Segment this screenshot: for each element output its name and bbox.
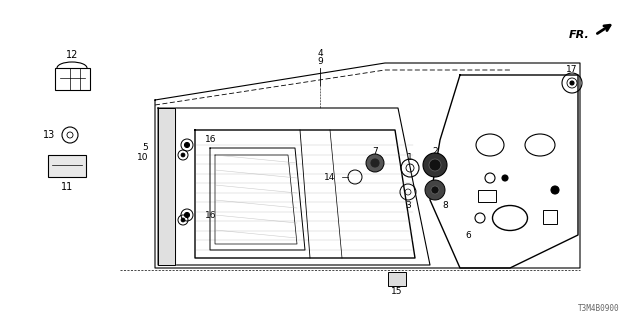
- Circle shape: [502, 175, 508, 181]
- Polygon shape: [158, 108, 175, 265]
- Circle shape: [431, 186, 439, 194]
- Circle shape: [181, 218, 185, 222]
- Text: 13: 13: [43, 130, 55, 140]
- Circle shape: [184, 142, 189, 148]
- Text: 5: 5: [142, 143, 148, 153]
- Circle shape: [551, 186, 559, 194]
- Circle shape: [366, 154, 384, 172]
- Text: T3M4B0900: T3M4B0900: [579, 304, 620, 313]
- Text: 12: 12: [66, 50, 78, 60]
- Circle shape: [181, 153, 185, 157]
- Circle shape: [184, 212, 189, 218]
- Circle shape: [429, 159, 441, 171]
- Circle shape: [371, 159, 379, 167]
- Text: 1: 1: [407, 153, 413, 162]
- FancyBboxPatch shape: [55, 68, 90, 90]
- FancyBboxPatch shape: [48, 155, 86, 177]
- Text: 9: 9: [317, 58, 323, 67]
- Circle shape: [425, 180, 445, 200]
- Text: 17: 17: [566, 66, 578, 75]
- Text: 14: 14: [324, 172, 335, 181]
- Text: 15: 15: [391, 287, 403, 297]
- Text: 7: 7: [372, 148, 378, 156]
- Text: 2: 2: [432, 148, 438, 156]
- Text: 8: 8: [442, 201, 448, 210]
- Circle shape: [423, 153, 447, 177]
- FancyBboxPatch shape: [388, 272, 406, 286]
- Text: 3: 3: [405, 201, 411, 210]
- Text: 4: 4: [317, 49, 323, 58]
- Text: FR.: FR.: [569, 30, 590, 40]
- Circle shape: [570, 81, 574, 85]
- Text: 16: 16: [205, 211, 216, 220]
- Text: 16: 16: [205, 135, 216, 145]
- Text: 11: 11: [61, 182, 73, 192]
- Text: 6: 6: [465, 230, 471, 239]
- Text: 10: 10: [136, 154, 148, 163]
